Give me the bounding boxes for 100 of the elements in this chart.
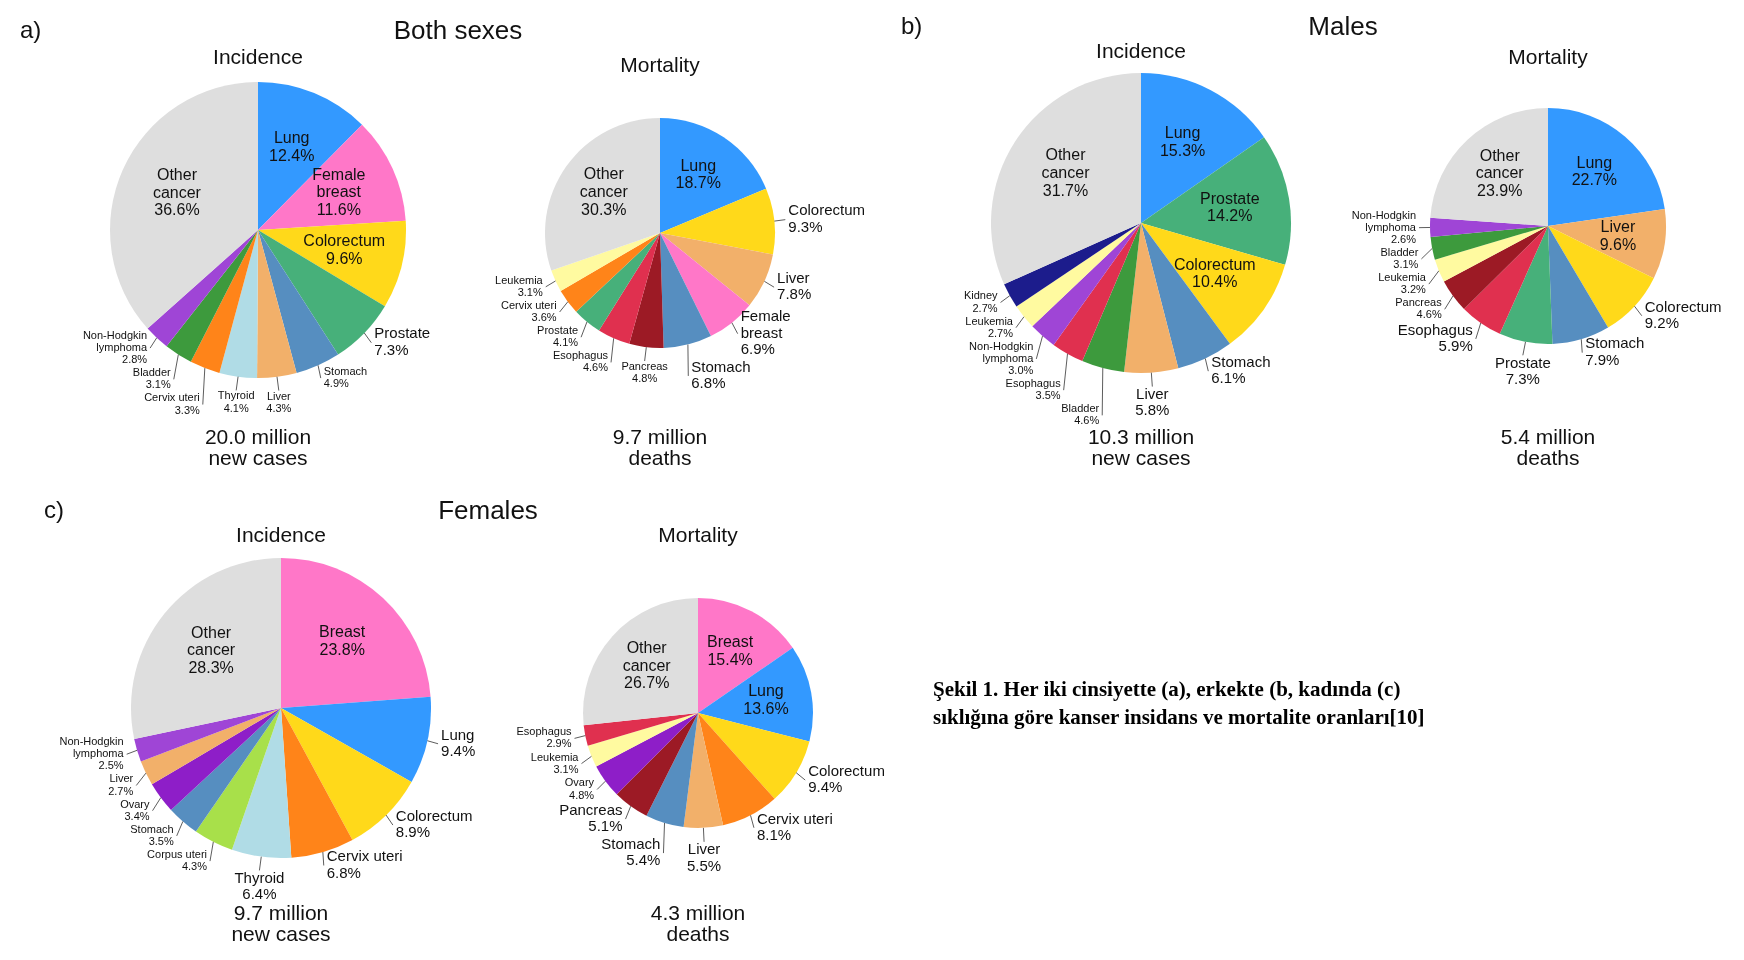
data-label: 6.8%	[691, 374, 726, 392]
slice-label: Non-Hodgkin lymphoma	[969, 339, 1035, 364]
pie-slice	[1082, 223, 1141, 373]
pie-slice	[698, 647, 813, 742]
slice-label: Ovary	[564, 776, 595, 789]
text: 9.7 million new cases	[231, 900, 331, 945]
pie-slice	[147, 230, 258, 347]
slice-label: Leukemia	[530, 750, 580, 763]
data-label: 23.8%	[319, 641, 365, 659]
slice-label: Liver	[1136, 384, 1169, 402]
text: a)	[20, 16, 42, 44]
slice-label: Prostate	[1494, 353, 1551, 371]
slice-label: Stomach	[1585, 334, 1645, 352]
text: c)	[44, 496, 64, 524]
pie-slice	[1430, 226, 1548, 260]
pie-slice	[551, 233, 660, 291]
data-label: 6.1%	[1211, 369, 1246, 387]
slice-label: Pancreas	[621, 359, 669, 372]
data-label: 9.6%	[326, 250, 363, 268]
text: Şekil 1. Her iki cinsiyette (a), erkekte (b, kadında (c) sıklığına göre kanser insidans ve mortalite oranları[10]	[933, 677, 1425, 729]
data-label: 5.1%	[588, 817, 623, 835]
data-label: 8.1%	[756, 825, 792, 843]
pie-slice	[231, 708, 292, 858]
chart-title: Mortality	[620, 52, 701, 76]
pie-slice	[257, 230, 297, 378]
pie-slice	[281, 558, 431, 708]
slice-label: Other cancer	[152, 166, 202, 201]
pie-slice	[1032, 223, 1141, 345]
pie-slice	[134, 708, 281, 762]
pie-slice	[1548, 209, 1666, 279]
data-label: 36.6%	[154, 201, 200, 219]
data-label: 6.4%	[242, 885, 277, 903]
data-label: 7.3%	[1505, 370, 1540, 387]
pie-slice	[1430, 108, 1548, 226]
slice-label: Bladder	[1380, 245, 1419, 258]
text: Males	[1308, 10, 1378, 41]
text: b)	[901, 12, 923, 40]
pie-slice	[598, 233, 660, 344]
slice-label: Breast	[706, 633, 754, 651]
data-label: 4.3%	[266, 401, 292, 414]
pie-slice	[698, 598, 793, 713]
slice-label: Corpus uteri	[147, 847, 207, 860]
pie-slice	[596, 713, 698, 795]
pie-slice	[660, 118, 767, 233]
data-label: 3.3%	[174, 403, 200, 416]
pie-slice	[1499, 226, 1553, 344]
data-label: 4.6%	[582, 361, 609, 374]
pie-slice	[1141, 73, 1264, 223]
data-label: 5.4%	[626, 851, 661, 869]
data-label: 3.5%	[1035, 389, 1061, 402]
data-label: 3.1%	[517, 285, 543, 298]
pie-slice	[219, 230, 258, 378]
slice-label: Esophagus	[1005, 377, 1062, 390]
slice-label: Leukemia	[965, 314, 1014, 327]
pie-slice	[683, 713, 724, 828]
data-label: 9.6%	[1599, 236, 1637, 254]
data-label: 3.0%	[1008, 363, 1034, 376]
data-label: 3.1%	[145, 378, 171, 391]
pie-slice	[660, 188, 775, 255]
text: 20.0 million new cases	[204, 424, 312, 469]
data-label: 4.6%	[1074, 414, 1100, 427]
data-label: 12.4%	[269, 146, 315, 164]
slice-label: Leukemia	[495, 273, 544, 286]
pie-slice	[629, 233, 664, 348]
data-label: 5.9%	[1438, 337, 1473, 355]
chart-title: Mortality	[1508, 44, 1589, 68]
data-label: 15.4%	[707, 650, 753, 668]
pie-slice	[1016, 223, 1141, 327]
data-label: 4.1%	[553, 336, 579, 349]
data-label: 8.9%	[395, 823, 431, 841]
pie-slice	[660, 233, 711, 348]
data-label: 4.6%	[1416, 308, 1442, 321]
data-label: 5.8%	[1135, 401, 1170, 419]
slice-label: Lung	[680, 156, 717, 174]
data-label: 2.8%	[122, 353, 148, 366]
data-label: 4.1%	[223, 401, 249, 414]
pie-slice	[1141, 223, 1286, 344]
pie-slice	[576, 233, 660, 331]
slice-label: Stomach	[1211, 352, 1271, 370]
pie-slice	[698, 713, 810, 799]
slice-label: Cervix uteri	[144, 391, 200, 404]
pie-slice	[131, 558, 281, 739]
slice-label: Other cancer	[187, 623, 236, 659]
slice-label: Lung	[441, 725, 475, 743]
pie-slice	[583, 713, 698, 746]
slice-label: Cervix uteri	[326, 847, 403, 865]
slice-label: Other cancer	[1475, 146, 1525, 182]
slice-label: Stomach	[323, 364, 368, 377]
data-label: 3.2%	[1400, 283, 1427, 296]
slice-label: Colorectum	[788, 201, 866, 219]
slice-label: Lung	[748, 682, 784, 700]
data-label: 30.3%	[581, 200, 627, 218]
pie-slice	[195, 708, 281, 850]
pie-slice	[281, 696, 431, 782]
chart-title: Incidence	[213, 44, 303, 68]
data-label: 22.7%	[1571, 171, 1618, 189]
text: Females	[438, 494, 538, 525]
slice-label: Other cancer	[622, 639, 672, 675]
data-label: 13.6%	[743, 699, 789, 717]
pie-slice	[1443, 226, 1548, 309]
